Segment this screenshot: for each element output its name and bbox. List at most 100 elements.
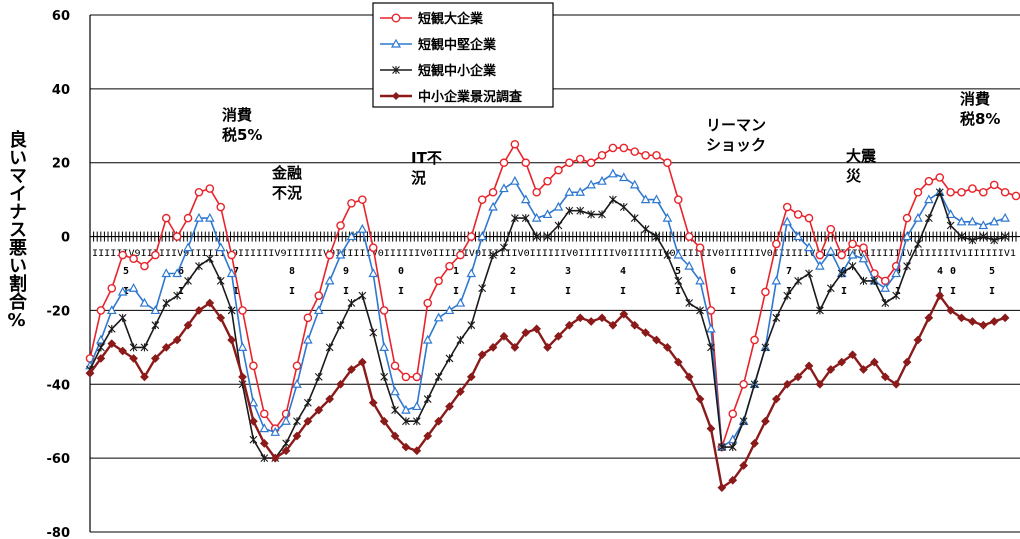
data-point	[652, 232, 661, 241]
data-point	[227, 250, 236, 260]
data-point	[85, 368, 95, 378]
data-point	[139, 297, 150, 307]
data-point	[837, 357, 847, 367]
data-point	[935, 291, 945, 301]
data-point	[717, 443, 726, 452]
data-point	[107, 339, 117, 349]
data-point	[848, 239, 857, 249]
data-point	[695, 275, 705, 285]
data-point	[815, 250, 825, 260]
annotation: 大震災	[846, 147, 877, 185]
data-point	[237, 342, 248, 351]
data-point	[750, 439, 759, 448]
data-point	[542, 209, 553, 219]
data-point	[946, 187, 955, 197]
x-tick-year: 0	[398, 266, 404, 277]
data-point	[652, 335, 661, 345]
data-point	[804, 361, 814, 371]
data-point	[880, 283, 891, 292]
data-point	[771, 275, 782, 285]
data-point	[270, 453, 280, 463]
data-point	[358, 291, 367, 300]
data-point	[335, 249, 346, 259]
data-point	[129, 354, 138, 363]
data-point	[706, 323, 716, 333]
data-point	[107, 324, 116, 333]
data-point	[565, 206, 574, 215]
data-point	[347, 199, 356, 208]
data-point	[553, 201, 564, 211]
x-tick-year: 5	[989, 266, 995, 277]
x-tick-quarter-mark: I	[398, 286, 404, 297]
x-tick-year: 9	[895, 266, 901, 277]
data-point	[303, 398, 312, 407]
data-point	[226, 268, 237, 278]
data-point	[292, 379, 302, 388]
x-tick-year: 4	[937, 266, 943, 277]
data-point	[325, 343, 334, 352]
x-tick-year: 3	[565, 266, 571, 277]
data-point	[1011, 191, 1020, 201]
annotation: 消費税8%	[960, 90, 1000, 128]
data-point	[837, 269, 846, 278]
data-point	[978, 320, 988, 330]
data-point	[248, 397, 259, 407]
data-point	[706, 306, 716, 315]
data-point	[674, 276, 683, 285]
y-tick-label: -20	[47, 304, 71, 319]
data-point	[390, 386, 400, 396]
data-point	[96, 306, 106, 315]
data-point	[347, 299, 356, 308]
x-tick-year: 9	[343, 266, 349, 277]
data-point	[761, 343, 770, 352]
data-point	[903, 262, 911, 271]
series-4	[85, 291, 1010, 493]
data-point	[696, 306, 704, 315]
data-point	[968, 317, 977, 326]
data-point	[423, 395, 432, 404]
data-point	[521, 158, 531, 168]
data-point	[401, 442, 411, 452]
data-point	[825, 246, 836, 255]
data-point	[412, 401, 422, 411]
data-point	[1000, 313, 1010, 323]
data-point	[434, 416, 443, 426]
legend-label: 短観中堅企業	[418, 37, 497, 53]
x-tick-quarter-mark: I	[937, 286, 943, 297]
data-point	[194, 212, 204, 222]
y-tick-label: -80	[47, 526, 71, 539]
data-point	[488, 342, 498, 352]
data-point	[281, 446, 291, 456]
data-point	[347, 365, 356, 374]
data-point	[663, 251, 672, 260]
x-tick-quarter-mark: I	[453, 286, 459, 297]
data-point	[761, 416, 770, 426]
legend-label: 中小企業景況調査	[418, 89, 523, 105]
data-point	[520, 194, 531, 204]
data-point	[782, 202, 792, 212]
data-point	[597, 175, 607, 185]
data-point	[924, 214, 933, 223]
x-tick-quarter-mark: I	[620, 286, 626, 297]
data-point	[379, 416, 389, 426]
data-point	[499, 183, 509, 193]
legend-item: 短観中堅企業	[380, 37, 497, 53]
annotation: 金融不況	[271, 164, 302, 202]
data-point	[1000, 212, 1010, 222]
data-point	[946, 306, 956, 315]
data-point	[609, 195, 617, 204]
data-point	[630, 214, 639, 223]
data-point	[619, 309, 629, 319]
data-point	[379, 342, 389, 351]
data-point	[608, 143, 618, 153]
data-point	[128, 283, 139, 292]
data-point	[423, 298, 433, 308]
data-point	[161, 213, 171, 223]
annotation: リーマンショック	[706, 116, 766, 154]
data-point	[500, 243, 508, 252]
x-tick-year: 6	[730, 266, 736, 277]
data-point	[161, 268, 172, 278]
data-point	[106, 305, 117, 315]
data-point	[564, 320, 574, 330]
